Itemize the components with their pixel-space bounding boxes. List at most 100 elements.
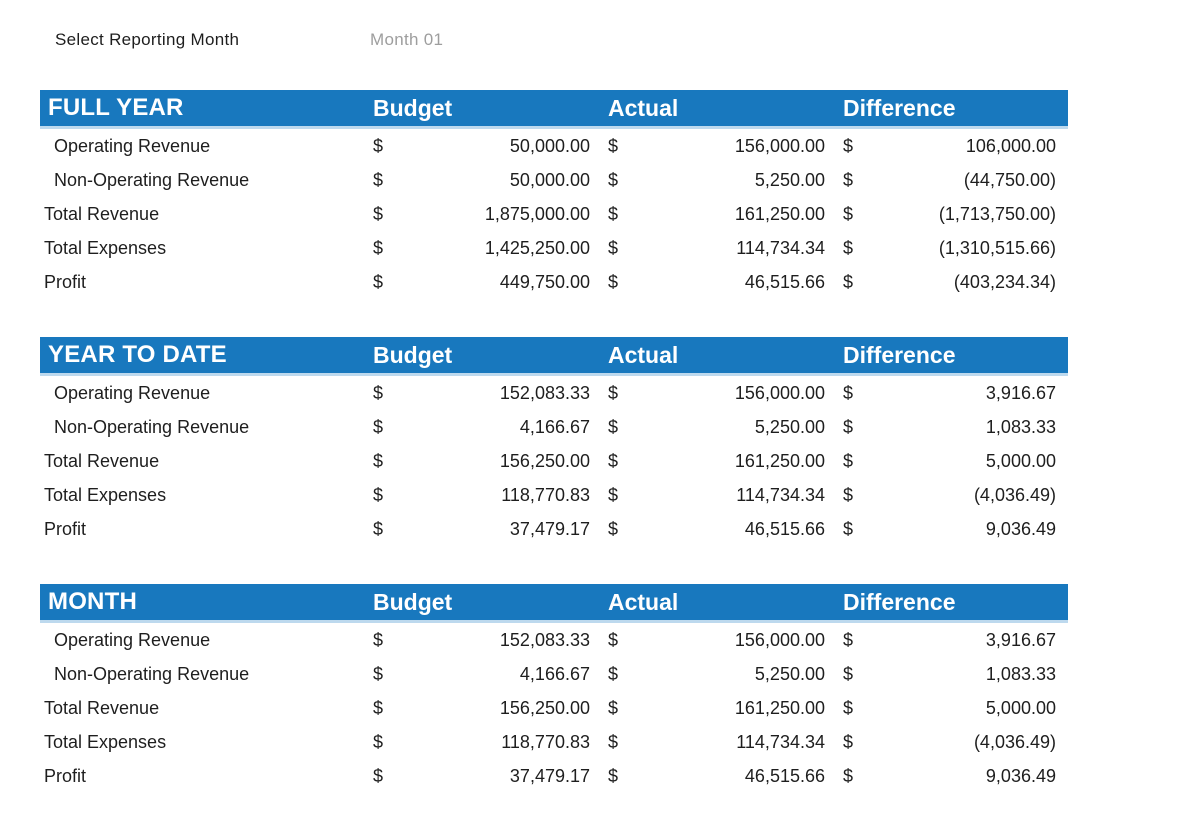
budget-amount-cell[interactable]: $ 4,166.67 [373, 664, 608, 685]
difference-amount-cell[interactable]: $ 9,036.49 [843, 766, 1068, 787]
difference-value: (1,310,515.66) [938, 237, 1056, 258]
currency-symbol: $ [843, 203, 854, 224]
row-label-cell[interactable]: Total Expenses [44, 237, 167, 258]
difference-amount-cell[interactable]: $ 5,000.00 [843, 698, 1068, 719]
row-label-cell[interactable]: Total Expenses [44, 484, 167, 505]
row-label-cell[interactable]: Profit [44, 765, 87, 786]
actual-value: 114,734.34 [736, 484, 825, 505]
budget-amount-cell[interactable]: $ 1,425,250.00 [373, 238, 608, 259]
row-label-cell[interactable]: Total Revenue [44, 450, 160, 471]
actual-amount-cell[interactable]: $ 46,515.66 [608, 766, 843, 787]
budget-value: 449,750.00 [499, 271, 590, 292]
row-label-cell[interactable]: Non-Operating Revenue [54, 169, 250, 190]
row-label-cell[interactable]: Total Revenue [44, 697, 160, 718]
actual-value: 46,515.66 [744, 518, 825, 539]
row-label-cell[interactable]: Operating Revenue [54, 382, 211, 403]
currency-symbol: $ [608, 629, 619, 650]
column-header-difference: Difference [843, 341, 956, 368]
budget-value: 156,250.00 [499, 697, 590, 718]
budget-amount-cell[interactable]: $ 37,479.17 [373, 766, 608, 787]
actual-amount-cell[interactable]: $ 114,734.34 [608, 732, 843, 753]
currency-symbol: $ [373, 518, 384, 539]
actual-amount-cell[interactable]: $ 46,515.66 [608, 272, 843, 293]
actual-amount-cell[interactable]: $ 161,250.00 [608, 451, 843, 472]
difference-amount-cell[interactable]: $ 1,083.33 [843, 664, 1068, 685]
budget-amount-cell[interactable]: $ 50,000.00 [373, 136, 608, 157]
actual-amount-cell[interactable]: $ 156,000.00 [608, 136, 843, 157]
actual-value: 114,734.34 [736, 731, 825, 752]
budget-table-section: FULL YEAR Budget Actual Difference Opera… [40, 90, 1068, 299]
actual-amount-cell[interactable]: $ 161,250.00 [608, 698, 843, 719]
budget-amount-cell[interactable]: $ 156,250.00 [373, 698, 608, 719]
actual-amount-cell[interactable]: $ 156,000.00 [608, 630, 843, 651]
actual-value: 161,250.00 [734, 450, 825, 471]
row-label-cell[interactable]: Total Revenue [44, 203, 160, 224]
actual-amount-cell[interactable]: $ 161,250.00 [608, 204, 843, 225]
budget-amount-cell[interactable]: $ 4,166.67 [373, 417, 608, 438]
difference-amount-cell[interactable]: $ (4,036.49) [843, 485, 1068, 506]
difference-amount-cell[interactable]: $ 3,916.67 [843, 383, 1068, 404]
reporting-month-dropdown[interactable]: Month 01 [370, 30, 444, 49]
currency-symbol: $ [373, 765, 384, 786]
row-label-cell[interactable]: Profit [44, 518, 87, 539]
budget-amount-cell[interactable]: $ 449,750.00 [373, 272, 608, 293]
currency-symbol: $ [373, 169, 384, 190]
currency-symbol: $ [373, 416, 384, 437]
currency-symbol: $ [608, 765, 619, 786]
difference-amount-cell[interactable]: $ (44,750.00) [843, 170, 1068, 191]
difference-amount-cell[interactable]: $ 106,000.00 [843, 136, 1068, 157]
column-header-difference: Difference [843, 588, 956, 615]
budget-amount-cell[interactable]: $ 152,083.33 [373, 383, 608, 404]
row-label-cell[interactable]: Operating Revenue [54, 135, 211, 156]
budget-amount-cell[interactable]: $ 152,083.33 [373, 630, 608, 651]
difference-amount-cell[interactable]: $ (4,036.49) [843, 732, 1068, 753]
difference-amount-cell[interactable]: $ 9,036.49 [843, 519, 1068, 540]
actual-amount-cell[interactable]: $ 114,734.34 [608, 485, 843, 506]
table-row: Profit $ 449,750.00 $ 46,515.66 $ (403,2… [40, 265, 1068, 299]
actual-amount-cell[interactable]: $ 5,250.00 [608, 664, 843, 685]
actual-amount-cell[interactable]: $ 5,250.00 [608, 170, 843, 191]
currency-symbol: $ [373, 484, 384, 505]
difference-value: 5,000.00 [985, 697, 1056, 718]
currency-symbol: $ [843, 663, 854, 684]
currency-symbol: $ [608, 663, 619, 684]
budget-amount-cell[interactable]: $ 37,479.17 [373, 519, 608, 540]
table-row: Operating Revenue $ 152,083.33 $ 156,000… [40, 623, 1068, 657]
budget-amount-cell[interactable]: $ 118,770.83 [373, 485, 608, 506]
currency-symbol: $ [373, 135, 384, 156]
difference-value: (4,036.49) [973, 731, 1056, 752]
difference-amount-cell[interactable]: $ (1,310,515.66) [843, 238, 1068, 259]
difference-value: 3,916.67 [985, 382, 1056, 403]
currency-symbol: $ [608, 416, 619, 437]
row-label-cell[interactable]: Operating Revenue [54, 629, 211, 650]
currency-symbol: $ [843, 237, 854, 258]
table-header-band: YEAR TO DATE Budget Actual Difference [40, 337, 1068, 376]
budget-value: 118,770.83 [501, 484, 590, 505]
actual-amount-cell[interactable]: $ 156,000.00 [608, 383, 843, 404]
currency-symbol: $ [373, 203, 384, 224]
budget-amount-cell[interactable]: $ 156,250.00 [373, 451, 608, 472]
difference-amount-cell[interactable]: $ (1,713,750.00) [843, 204, 1068, 225]
actual-amount-cell[interactable]: $ 5,250.00 [608, 417, 843, 438]
actual-amount-cell[interactable]: $ 114,734.34 [608, 238, 843, 259]
difference-value: 9,036.49 [985, 765, 1056, 786]
row-label-cell[interactable]: Total Expenses [44, 731, 167, 752]
budget-amount-cell[interactable]: $ 50,000.00 [373, 170, 608, 191]
row-label-cell[interactable]: Non-Operating Revenue [54, 416, 250, 437]
difference-amount-cell[interactable]: $ 5,000.00 [843, 451, 1068, 472]
difference-amount-cell[interactable]: $ (403,234.34) [843, 272, 1068, 293]
difference-amount-cell[interactable]: $ 1,083.33 [843, 417, 1068, 438]
budget-amount-cell[interactable]: $ 1,875,000.00 [373, 204, 608, 225]
actual-amount-cell[interactable]: $ 46,515.66 [608, 519, 843, 540]
row-label-cell[interactable]: Profit [44, 271, 87, 292]
currency-symbol: $ [843, 629, 854, 650]
column-header-budget: Budget [373, 588, 453, 615]
table-row: Non-Operating Revenue $ 4,166.67 $ 5,250… [40, 410, 1068, 444]
actual-value: 46,515.66 [744, 765, 825, 786]
row-label-cell[interactable]: Non-Operating Revenue [54, 663, 250, 684]
actual-value: 46,515.66 [744, 271, 825, 292]
difference-amount-cell[interactable]: $ 3,916.67 [843, 630, 1068, 651]
table-row: Operating Revenue $ 152,083.33 $ 156,000… [40, 376, 1068, 410]
budget-amount-cell[interactable]: $ 118,770.83 [373, 732, 608, 753]
table-rows: Operating Revenue $ 152,083.33 $ 156,000… [40, 623, 1068, 793]
